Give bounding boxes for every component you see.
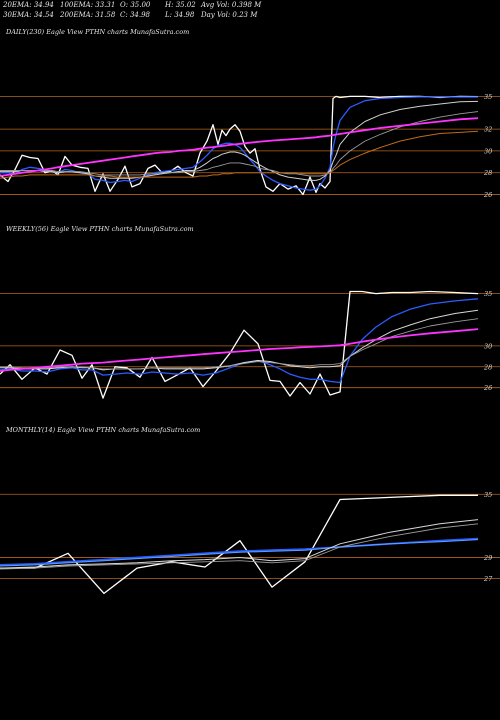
ema30-readout: 30EMA: 34.54 bbox=[3, 11, 54, 19]
daily-series-line-0 bbox=[0, 95, 479, 196]
daily-panel-title: DAILY(230) Eagle View PTHN charts Munafa… bbox=[6, 28, 190, 36]
monthly-series-line-3 bbox=[0, 519, 479, 569]
weekly-series-line-4 bbox=[0, 328, 479, 372]
daily-panel: 35 32 30 28 26 bbox=[0, 93, 500, 199]
monthly-series-line-2 bbox=[0, 539, 479, 567]
monthly-y-tick-label: 35 bbox=[484, 491, 492, 499]
daily-y-tick-label: 35 bbox=[484, 93, 492, 101]
ema20-readout: 20EMA: 34.94 bbox=[3, 1, 54, 9]
daily-series-line-2 bbox=[0, 100, 479, 181]
daily-series-line-4 bbox=[0, 130, 479, 179]
weekly-panel: 35 30 28 26 bbox=[0, 290, 500, 399]
weekly-series-line-2 bbox=[0, 309, 479, 371]
daily-y-tick-label: 28 bbox=[483, 169, 492, 177]
daily-y-tick-label: 30 bbox=[484, 147, 492, 155]
day-vol-readout: Day Vol: 0.23 M bbox=[201, 11, 258, 19]
weekly-series-line-3 bbox=[0, 318, 479, 370]
close-readout: C: 34.98 bbox=[120, 11, 150, 19]
monthly-series-line-4 bbox=[0, 523, 479, 570]
daily-series-line-1 bbox=[0, 96, 478, 191]
weekly-y-tick-label: 26 bbox=[483, 384, 492, 392]
weekly-y-tick-label: 28 bbox=[483, 363, 492, 371]
weekly-series-line-0 bbox=[0, 290, 479, 399]
low-readout: L: 34.98 bbox=[165, 11, 195, 19]
monthly-panel-title: MONTHLY(14) Eagle View PTHN charts Munaf… bbox=[6, 426, 201, 434]
high-readout: H: 35.02 bbox=[165, 1, 196, 9]
monthly-panel: 35 29 27 bbox=[0, 491, 500, 595]
monthly-y-tick-label: 29 bbox=[483, 554, 492, 562]
ema200-readout: 200EMA: 31.58 bbox=[60, 11, 116, 19]
daily-series-line-5 bbox=[0, 117, 479, 177]
open-readout: O: 35.00 bbox=[120, 1, 151, 9]
weekly-series-line-1 bbox=[0, 298, 479, 384]
weekly-panel-title: WEEKLY(56) Eagle View PTHN charts Munafa… bbox=[6, 225, 194, 233]
weekly-y-tick-label: 35 bbox=[484, 290, 492, 298]
avg-vol-readout: Avg Vol: 0.398 M bbox=[201, 1, 262, 9]
monthly-y-tick-label: 27 bbox=[483, 575, 493, 583]
daily-series-line-3 bbox=[0, 111, 479, 177]
daily-y-tick-label: 26 bbox=[483, 191, 492, 199]
daily-y-tick-label: 32 bbox=[484, 126, 492, 134]
ema100-readout: 100EMA: 33.31 bbox=[60, 1, 116, 9]
weekly-y-tick-label: 30 bbox=[484, 342, 492, 350]
